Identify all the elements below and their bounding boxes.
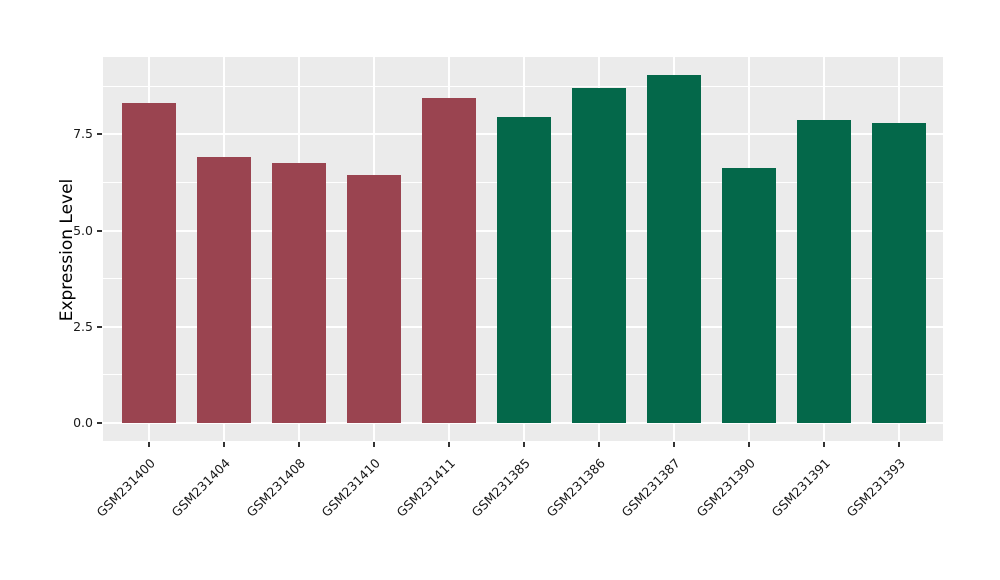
x-tick <box>223 442 225 447</box>
x-tick <box>148 442 150 447</box>
bar-GSM231393 <box>872 123 926 423</box>
y-tick <box>97 133 102 136</box>
bar-GSM231391 <box>797 120 851 423</box>
bar-GSM231385 <box>497 116 551 423</box>
x-tick <box>523 442 525 447</box>
y-tick-label: 0.0 <box>73 415 93 430</box>
x-tick <box>598 442 600 447</box>
bar-GSM231387 <box>647 74 701 423</box>
y-tick-label: 5.0 <box>73 222 93 238</box>
bar-GSM231400 <box>122 103 176 423</box>
bar-GSM231410 <box>347 174 401 423</box>
x-tick <box>823 442 825 447</box>
bar-GSM231386 <box>572 88 626 423</box>
plot-panel <box>103 57 943 441</box>
y-tick-label: 2.5 <box>73 318 93 334</box>
x-tick <box>448 442 450 447</box>
x-tick <box>748 442 750 447</box>
y-tick <box>97 229 102 232</box>
y-tick-label: 7.5 <box>73 126 93 142</box>
x-tick-label: GSM231400 <box>93 455 158 520</box>
y-tick <box>97 325 102 328</box>
y-axis-title: Expression Level <box>57 178 77 322</box>
x-tick <box>673 442 675 447</box>
x-tick <box>298 442 300 447</box>
x-tick <box>898 442 900 447</box>
x-tick <box>373 442 375 447</box>
bar-GSM231390 <box>722 167 776 423</box>
bar-GSM231411 <box>422 97 476 423</box>
bar-GSM231404 <box>197 156 251 423</box>
bar-GSM231408 <box>272 162 326 423</box>
y-tick <box>97 422 102 424</box>
